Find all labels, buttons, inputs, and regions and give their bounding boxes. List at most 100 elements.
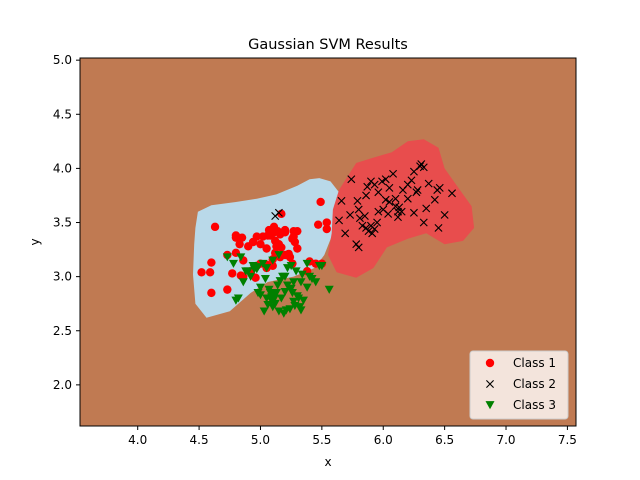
point-class-3 <box>252 265 262 274</box>
x-tick-label: 5.0 <box>251 433 270 447</box>
point-class-1 <box>197 268 206 277</box>
point-class-1 <box>313 220 323 229</box>
point-class-2 <box>440 210 449 219</box>
point-class-3 <box>296 306 306 315</box>
plot-area <box>79 57 577 427</box>
point-class-2 <box>393 213 402 222</box>
plot-frame <box>79 57 577 427</box>
point-class-2 <box>403 194 412 203</box>
point-class-3 <box>260 274 270 284</box>
point-class-1 <box>316 197 325 207</box>
legend-marker-class-1 <box>485 358 495 368</box>
point-class-3 <box>267 296 277 305</box>
point-class-2 <box>389 169 398 178</box>
point-class-3 <box>274 251 284 260</box>
point-class-1 <box>252 232 261 241</box>
point-class-3 <box>276 294 286 303</box>
legend: Class 1 Class 2 Class 3 <box>469 350 569 420</box>
point-class-2 <box>374 207 383 216</box>
point-class-3 <box>297 270 307 279</box>
point-class-3 <box>255 283 265 292</box>
point-class-3 <box>294 294 304 303</box>
point-class-2 <box>370 180 379 189</box>
point-class-2 <box>341 229 350 238</box>
point-class-3 <box>233 294 243 303</box>
y-tick-label: 3.5 <box>53 216 72 230</box>
x-tick-label: 6.5 <box>435 433 454 447</box>
point-class-2 <box>391 194 400 203</box>
point-class-1 <box>275 230 285 239</box>
point-class-3 <box>236 253 246 262</box>
y-axis: 2.0 2.5 3.0 3.5 4.0 4.5 5.0 <box>53 53 80 392</box>
point-class-1 <box>293 244 302 253</box>
point-class-3 <box>280 272 290 281</box>
data-points <box>197 160 456 318</box>
legend-box <box>469 350 569 420</box>
point-class-3 <box>228 259 238 268</box>
point-class-3 <box>289 278 299 287</box>
y-tick-label: 2.0 <box>53 378 72 392</box>
point-class-3 <box>291 267 301 276</box>
legend-label-class-2: Class 2 <box>513 377 556 391</box>
point-class-3 <box>302 283 312 292</box>
point-class-3 <box>298 296 308 305</box>
point-class-1 <box>223 285 232 294</box>
x-tick-label: 5.5 <box>312 433 331 447</box>
point-class-3 <box>314 261 324 271</box>
point-class-3 <box>285 305 295 314</box>
point-class-1 <box>207 258 216 267</box>
point-class-2 <box>362 223 371 232</box>
x-tick-label: 6.0 <box>374 433 393 447</box>
point-class-1 <box>293 226 302 236</box>
point-class-2 <box>397 207 406 216</box>
point-class-1 <box>262 244 271 253</box>
point-class-2 <box>378 177 387 186</box>
point-class-2 <box>435 183 444 192</box>
x-tick-label: 4.0 <box>128 433 147 447</box>
point-class-2 <box>417 160 426 169</box>
point-class-2 <box>419 218 428 227</box>
point-class-2 <box>355 214 364 223</box>
chart-title: Gaussian SVM Results <box>248 37 408 53</box>
x-tick-label: 7.0 <box>496 433 515 447</box>
point-class-2 <box>364 227 373 236</box>
point-class-2 <box>370 225 379 234</box>
point-class-3 <box>241 267 251 276</box>
y-tick-label: 4.5 <box>53 107 72 121</box>
x-tick-label: 7.5 <box>558 433 577 447</box>
point-class-1 <box>263 231 273 240</box>
point-class-2 <box>347 175 356 184</box>
y-axis-label: y <box>28 238 42 245</box>
point-class-1 <box>290 237 300 247</box>
legend-label-class-1: Class 1 <box>513 356 556 370</box>
x-axis: 4.0 4.5 5.0 5.5 6.0 6.5 7.0 7.5 <box>128 426 577 447</box>
point-class-3 <box>246 272 256 281</box>
point-class-1 <box>210 222 220 232</box>
point-class-2 <box>352 240 361 249</box>
point-class-2 <box>271 212 280 221</box>
y-tick-label: 4.0 <box>53 161 72 175</box>
point-class-2 <box>381 195 390 204</box>
point-class-1 <box>235 239 244 249</box>
legend-item-class-2: Class 2 <box>486 377 556 391</box>
point-class-2 <box>381 175 390 184</box>
point-class-2 <box>335 216 344 225</box>
point-class-2 <box>407 176 416 185</box>
point-class-2 <box>362 191 371 200</box>
point-class-3 <box>273 281 283 290</box>
point-class-2 <box>354 243 363 252</box>
point-class-1 <box>280 250 290 260</box>
point-class-3 <box>296 278 306 287</box>
point-class-2 <box>385 197 394 206</box>
point-class-2 <box>384 209 393 218</box>
point-class-3 <box>280 287 290 297</box>
point-class-1 <box>207 288 216 298</box>
point-class-3 <box>324 285 334 294</box>
legend-item-class-1: Class 1 <box>485 356 556 370</box>
point-class-3 <box>290 302 300 311</box>
y-tick-label: 3.0 <box>53 270 72 284</box>
point-class-3 <box>262 264 272 273</box>
point-class-1 <box>237 233 247 242</box>
point-class-3 <box>264 285 274 294</box>
y-tick-label: 2.5 <box>53 324 72 338</box>
